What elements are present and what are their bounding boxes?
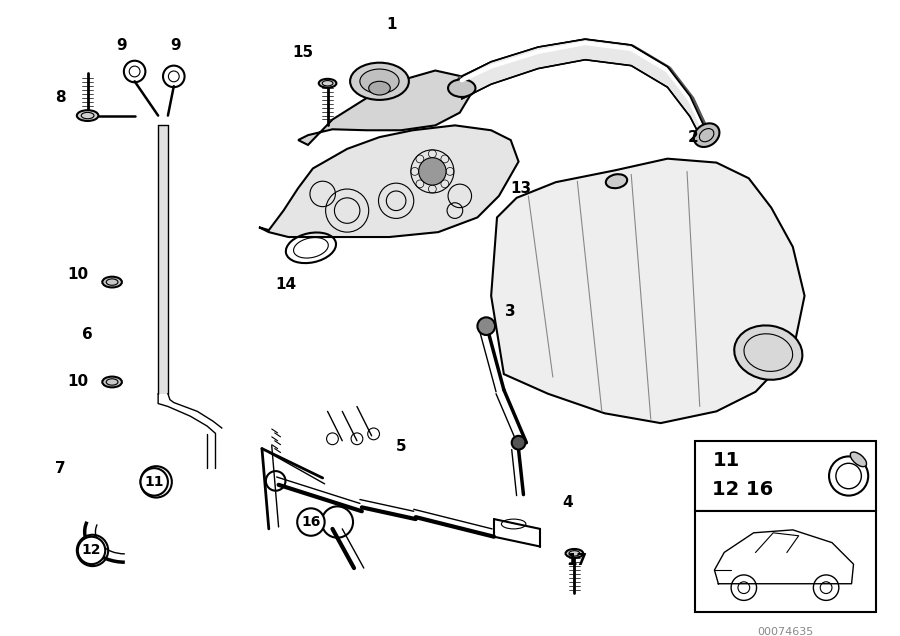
Circle shape [140,468,168,495]
Circle shape [477,317,495,335]
Ellipse shape [448,80,475,97]
Ellipse shape [319,79,337,88]
Text: 3: 3 [506,304,516,319]
Text: 1: 1 [386,17,397,32]
Text: 15: 15 [292,45,313,60]
Text: 6: 6 [82,328,93,342]
Text: 16: 16 [302,515,320,529]
Ellipse shape [606,174,627,188]
Text: 9: 9 [170,38,181,53]
Ellipse shape [565,549,583,558]
Text: 12 16: 12 16 [713,480,774,499]
Text: 8: 8 [55,90,66,106]
Ellipse shape [103,277,122,287]
Ellipse shape [850,452,867,467]
Text: 10: 10 [68,266,88,282]
Circle shape [418,158,446,185]
Text: 00074635: 00074635 [757,627,813,636]
Ellipse shape [76,110,98,121]
Bar [158,125,168,394]
Bar [695,511,876,612]
Ellipse shape [369,81,391,95]
Circle shape [77,537,105,564]
Polygon shape [298,71,472,145]
Ellipse shape [734,326,803,380]
Text: 5: 5 [396,439,406,454]
Polygon shape [491,158,805,423]
Polygon shape [259,125,518,237]
Circle shape [297,508,325,536]
Text: 4: 4 [562,495,572,510]
Polygon shape [462,39,705,145]
Text: 17: 17 [567,553,588,568]
Text: 11: 11 [145,475,164,489]
Bar [695,441,876,511]
Ellipse shape [360,69,399,93]
Text: 10: 10 [68,375,88,389]
Ellipse shape [694,123,719,147]
Text: 9: 9 [117,38,127,53]
Text: 2: 2 [688,130,698,144]
Text: 13: 13 [510,181,531,195]
Circle shape [512,436,526,450]
Text: 12: 12 [82,543,102,557]
Text: 11: 11 [713,451,740,470]
Text: 14: 14 [274,277,296,291]
Text: 7: 7 [55,460,66,476]
Ellipse shape [103,377,122,387]
Ellipse shape [350,63,409,100]
